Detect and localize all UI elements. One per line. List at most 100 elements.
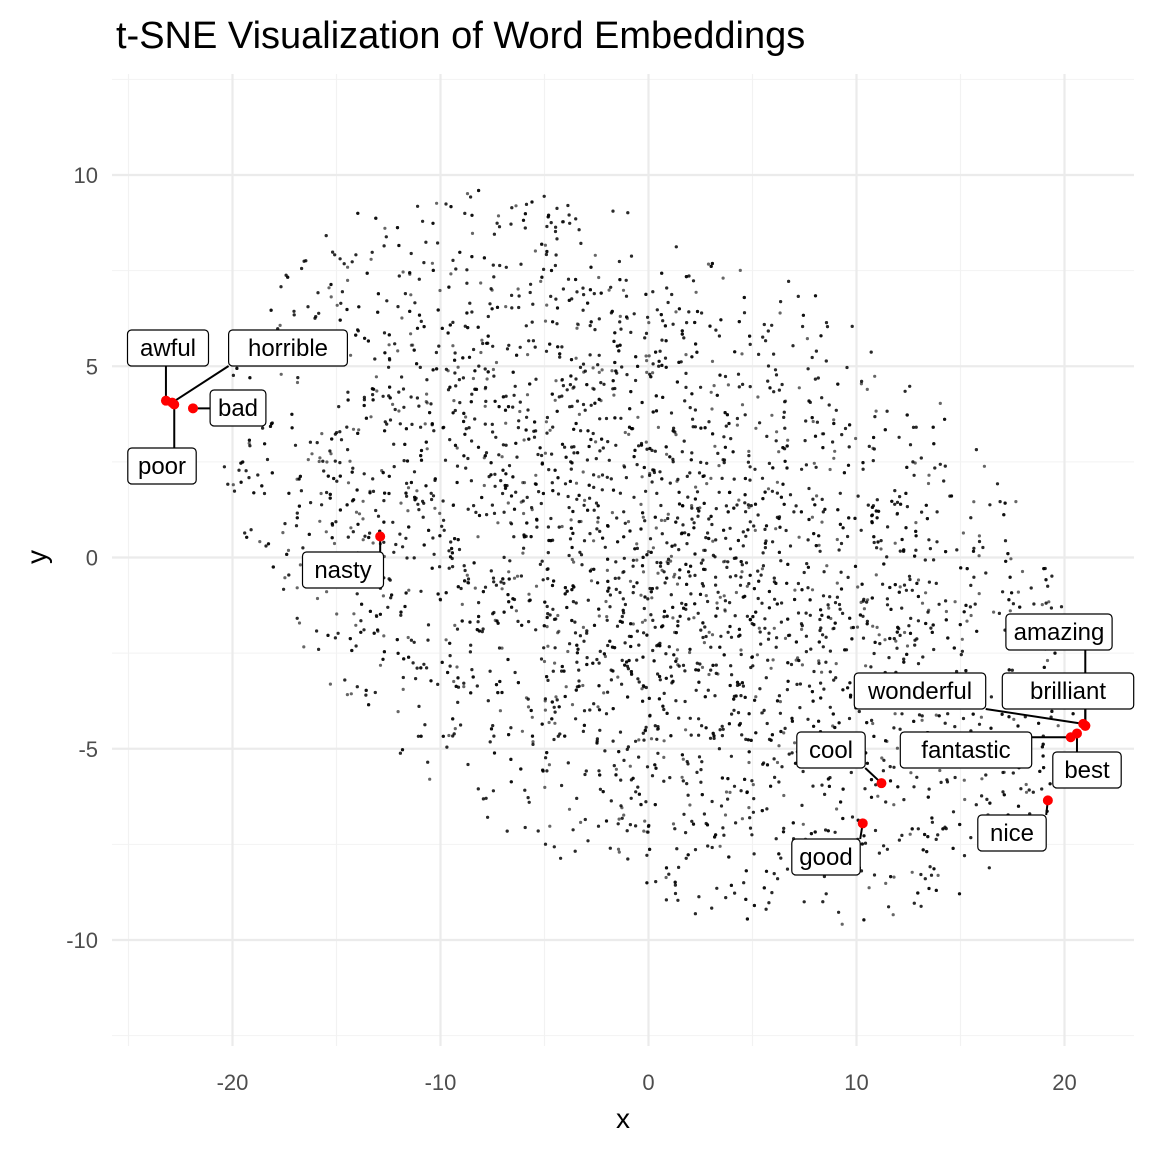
background-point bbox=[847, 716, 852, 721]
background-point bbox=[1059, 605, 1064, 609]
background-point bbox=[556, 631, 560, 635]
background-point bbox=[811, 784, 815, 788]
background-point bbox=[546, 525, 551, 529]
background-point bbox=[375, 389, 379, 393]
background-point bbox=[786, 438, 790, 442]
background-point bbox=[658, 470, 662, 474]
background-point bbox=[935, 540, 939, 544]
background-point bbox=[773, 368, 778, 372]
background-point bbox=[780, 382, 784, 387]
background-point bbox=[1011, 602, 1016, 606]
background-point bbox=[873, 415, 877, 419]
background-point bbox=[785, 867, 790, 871]
background-point bbox=[793, 588, 797, 592]
background-point bbox=[547, 468, 551, 472]
background-point bbox=[713, 694, 717, 698]
background-point bbox=[349, 692, 353, 696]
background-point bbox=[387, 343, 391, 347]
background-point bbox=[893, 489, 897, 493]
background-point bbox=[532, 435, 537, 439]
background-point bbox=[616, 675, 620, 679]
background-point bbox=[659, 503, 663, 508]
background-point bbox=[563, 482, 568, 486]
background-point bbox=[808, 613, 812, 617]
background-point bbox=[435, 201, 439, 205]
background-point bbox=[530, 715, 534, 719]
background-point bbox=[340, 290, 344, 294]
background-point bbox=[937, 602, 941, 606]
background-point bbox=[673, 572, 677, 577]
background-point bbox=[691, 425, 695, 429]
background-point bbox=[315, 596, 320, 601]
background-point bbox=[486, 699, 490, 703]
background-point bbox=[598, 449, 602, 453]
background-point bbox=[914, 425, 918, 429]
background-point bbox=[324, 234, 328, 238]
background-point bbox=[710, 359, 715, 363]
background-point bbox=[724, 896, 728, 900]
background-point bbox=[764, 907, 768, 911]
background-point bbox=[960, 649, 965, 653]
background-point bbox=[603, 654, 608, 659]
background-point bbox=[440, 524, 444, 528]
background-point bbox=[651, 290, 655, 294]
background-point bbox=[795, 682, 799, 687]
background-point bbox=[969, 836, 973, 840]
background-point bbox=[597, 614, 601, 618]
background-point bbox=[1024, 782, 1028, 787]
background-point bbox=[561, 384, 566, 388]
background-point bbox=[873, 828, 878, 833]
background-point bbox=[824, 321, 829, 325]
background-point bbox=[804, 611, 808, 615]
background-point bbox=[913, 643, 917, 647]
background-point bbox=[977, 554, 981, 558]
background-point bbox=[504, 394, 508, 398]
background-point bbox=[452, 399, 456, 403]
background-point bbox=[618, 730, 623, 734]
background-point bbox=[883, 638, 887, 642]
background-point bbox=[723, 374, 728, 379]
background-point bbox=[650, 596, 654, 600]
background-point bbox=[558, 355, 562, 359]
background-point bbox=[1047, 600, 1051, 604]
background-point bbox=[635, 558, 639, 562]
background-point bbox=[779, 300, 783, 304]
background-point bbox=[445, 745, 449, 749]
background-point bbox=[742, 881, 746, 885]
background-point bbox=[430, 261, 434, 265]
background-point bbox=[644, 685, 648, 690]
background-point bbox=[782, 731, 786, 735]
background-point bbox=[780, 601, 784, 605]
background-point bbox=[701, 558, 705, 562]
background-point bbox=[644, 354, 648, 358]
background-point bbox=[674, 433, 678, 437]
background-point bbox=[665, 286, 669, 290]
background-point bbox=[1008, 609, 1012, 613]
background-point bbox=[776, 877, 780, 881]
background-point bbox=[961, 531, 966, 535]
background-point bbox=[867, 886, 871, 890]
background-point bbox=[417, 277, 421, 281]
background-point bbox=[547, 720, 551, 725]
background-point bbox=[969, 516, 973, 520]
background-point bbox=[401, 687, 405, 692]
background-point bbox=[466, 762, 470, 767]
background-point bbox=[397, 409, 401, 413]
background-point bbox=[493, 472, 497, 476]
background-point bbox=[726, 630, 730, 634]
background-point bbox=[412, 556, 416, 560]
background-point bbox=[865, 619, 870, 623]
background-point bbox=[392, 550, 396, 554]
background-point bbox=[791, 344, 795, 348]
background-point bbox=[759, 573, 763, 577]
background-point bbox=[924, 591, 928, 595]
background-point bbox=[481, 797, 485, 801]
background-point bbox=[619, 327, 623, 331]
background-point bbox=[491, 789, 495, 793]
background-point bbox=[484, 796, 488, 800]
background-point bbox=[527, 800, 531, 804]
background-point bbox=[474, 510, 478, 514]
background-point bbox=[953, 725, 957, 729]
background-point bbox=[581, 683, 585, 688]
background-point bbox=[429, 402, 433, 406]
